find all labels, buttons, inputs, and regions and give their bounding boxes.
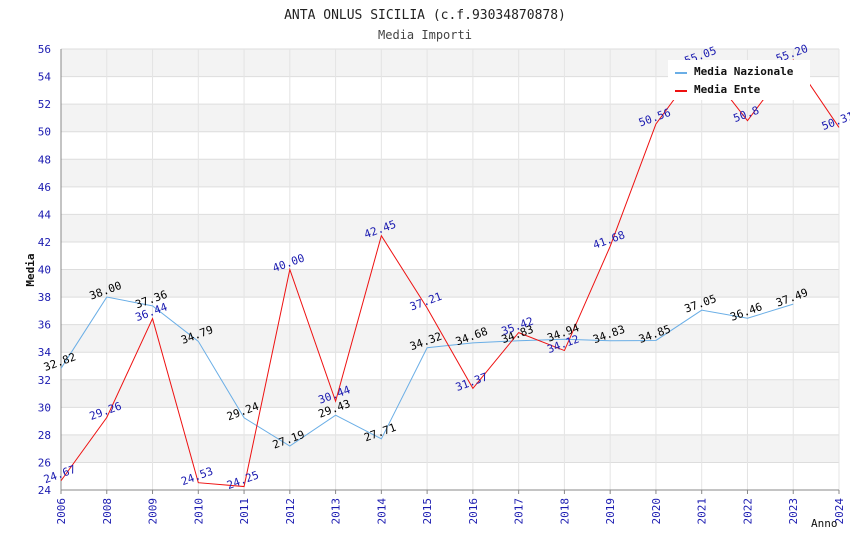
- x-axis-label: Anno: [811, 517, 838, 530]
- y-tick-label: 42: [38, 236, 51, 249]
- grid-band: [61, 462, 839, 490]
- grid-band: [61, 214, 839, 242]
- x-tick-label: 2023: [787, 498, 800, 525]
- grid-band: [61, 159, 839, 187]
- grid-band: [61, 131, 839, 160]
- series-line-media-nazionale: [60, 296, 794, 447]
- x-tick-label: 2010: [192, 498, 205, 525]
- grid-band: [61, 407, 839, 435]
- y-axis-ticks: 24 26 28 30 32 34 36 38 40 42 44 46 48 50 52 54 56: [38, 43, 52, 497]
- x-tick-label: 2013: [330, 498, 343, 525]
- y-tick-label: 56: [38, 43, 51, 56]
- y-tick-label: 34: [38, 346, 52, 359]
- grid-band: [61, 379, 839, 408]
- grid-band: [61, 241, 839, 270]
- x-tick-label: 2021: [696, 498, 709, 525]
- y-tick-label: 46: [38, 181, 51, 194]
- y-tick-label: 30: [38, 401, 51, 414]
- y-tick-label: 28: [38, 429, 51, 442]
- x-tick-label: 2014: [375, 498, 388, 525]
- x-tick-label: 2008: [101, 498, 114, 525]
- x-tick-label: 2006: [55, 498, 68, 525]
- x-tick-label: 2016: [467, 498, 480, 525]
- grid-band: [61, 269, 839, 298]
- grid-bands: [61, 49, 839, 490]
- x-tick-label: 2011: [238, 498, 251, 525]
- x-tick-label: 2018: [558, 498, 571, 525]
- legend-label-nazionale: Media Nazionale: [694, 65, 794, 78]
- x-tick-label: 2009: [147, 498, 160, 525]
- y-tick-label: 54: [38, 71, 52, 84]
- axes: [60, 49, 840, 494]
- y-tick-label: 32: [38, 374, 51, 387]
- grid-band: [61, 352, 839, 380]
- x-tick-label: 2020: [650, 498, 663, 525]
- chart-title: ANTA ONLUS SICILIA (c.f.93034870878): [284, 8, 566, 23]
- gridlines: [60, 48, 840, 491]
- y-tick-label: 50: [38, 126, 51, 139]
- y-axis-label: Media: [24, 253, 37, 286]
- y-tick-label: 48: [38, 153, 51, 166]
- legend-box: [668, 60, 810, 100]
- y-tick-label: 44: [38, 208, 52, 221]
- x-tick-label: 2019: [604, 498, 617, 525]
- x-tick-label: 2022: [741, 498, 754, 525]
- y-tick-label: 36: [38, 319, 51, 332]
- x-tick-label: 2024: [833, 498, 846, 525]
- grid-band: [61, 434, 839, 463]
- y-tick-label: 52: [38, 98, 51, 111]
- legend-label-ente: Media Ente: [694, 83, 761, 96]
- x-tick-label: 2017: [513, 498, 526, 525]
- chart-subtitle: Media Importi: [378, 28, 472, 42]
- x-axis-ticks: 2006 2008 2009 2010 2011 2012 2013 2014 2015 2016…: [55, 498, 846, 525]
- legend: Media Nazionale Media Ente: [668, 60, 810, 100]
- x-tick-label: 2012: [284, 498, 297, 525]
- y-tick-label: 40: [38, 264, 51, 277]
- grid-band: [61, 297, 839, 325]
- grid-band: [61, 186, 839, 215]
- y-tick-label: 26: [38, 456, 51, 469]
- grid-band: [61, 104, 839, 132]
- x-tick-label: 2015: [421, 498, 434, 525]
- y-tick-label: 38: [38, 291, 51, 304]
- y-tick-label: 24: [38, 484, 52, 497]
